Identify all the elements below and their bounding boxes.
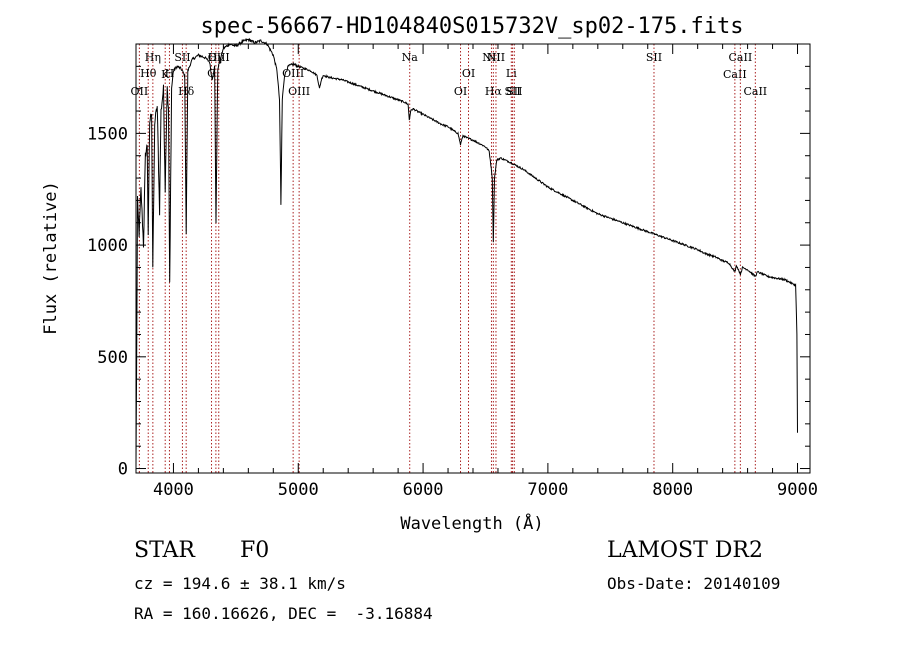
y-axis-label: Flux (relative) xyxy=(41,181,61,335)
line-marker-label: SII xyxy=(646,51,662,64)
axes: 4000 5000 6000 7000 8000 9000 0 500 1000 1500 xyxy=(87,44,818,500)
redshift-info: cz = 194.6 ± 38.1 km/s xyxy=(134,574,346,593)
line-marker-label: NII xyxy=(482,51,500,64)
line-marker-label: Li xyxy=(506,67,517,80)
coordinates-info: RA = 160.16626, DEC = -3.16884 xyxy=(134,604,433,623)
x-tick-label: 6000 xyxy=(403,480,444,500)
y-tick-label: 0 xyxy=(118,460,128,480)
obs-date-info: Obs-Date: 20140109 xyxy=(607,574,781,593)
line-marker-label: OI xyxy=(454,85,467,98)
object-subclass: F0 xyxy=(240,538,270,563)
line-marker-label: OIII xyxy=(208,51,230,64)
line-marker-label: NII xyxy=(487,51,505,64)
x-tick-label: 7000 xyxy=(527,480,568,500)
line-marker-label: Hθ xyxy=(140,67,157,80)
line-marker-label: Na xyxy=(402,51,419,64)
x-tick-label: 5000 xyxy=(278,480,319,500)
line-marker-label: Hγ xyxy=(208,51,225,64)
line-marker-label: SII xyxy=(174,51,190,64)
plot-frame xyxy=(135,43,811,474)
line-marker-label: Hη xyxy=(145,51,161,64)
line-marker-label: H xyxy=(165,67,175,80)
x-tick-label: 8000 xyxy=(652,480,693,500)
line-marker-label: Hα xyxy=(485,85,503,98)
line-marker-label: OI xyxy=(462,67,475,80)
line-marker-label: Hδ xyxy=(178,85,195,98)
line-marker-label: CaII xyxy=(729,51,753,64)
survey-label: LAMOST DR2 xyxy=(607,538,763,563)
x-tick-label: 4000 xyxy=(153,480,194,500)
line-marker-label: OIII xyxy=(288,85,310,98)
y-tick-label: 500 xyxy=(97,348,128,368)
y-tick-label: 1500 xyxy=(87,124,128,144)
chart-title: spec-56667-HD104840S015732V_sp02-175.fit… xyxy=(200,14,743,39)
spectrum-line xyxy=(135,37,798,465)
line-marker-label: CaII xyxy=(743,85,767,98)
line-marker-label: OII xyxy=(131,85,149,98)
line-marker-label: SII xyxy=(506,85,522,98)
x-tick-label: 9000 xyxy=(777,480,818,500)
line-marker-label: CaII xyxy=(723,68,747,81)
line-marker-label: SII xyxy=(504,85,520,98)
plot-area xyxy=(135,37,798,465)
x-axis-label: Wavelength (Å) xyxy=(400,512,543,534)
object-class: STAR xyxy=(134,538,195,563)
y-tick-label: 1000 xyxy=(87,236,128,256)
line-marker-label: K xyxy=(161,68,170,81)
